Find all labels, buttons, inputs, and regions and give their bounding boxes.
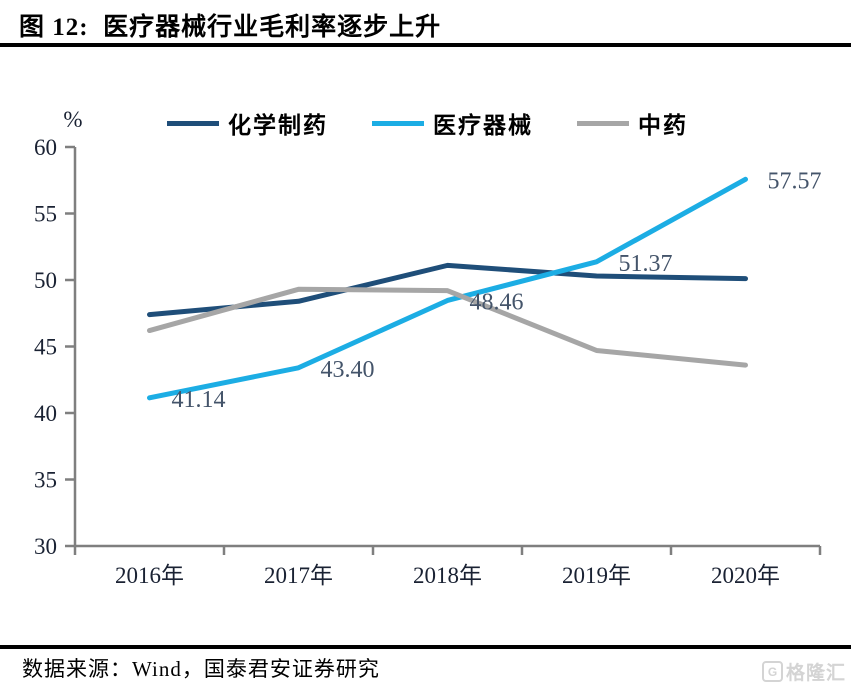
medical-devices-point-label: 48.46 <box>470 289 524 315</box>
medical-devices-line <box>147 176 748 401</box>
footer-divider <box>0 645 851 649</box>
x-tick-label: 2018年 <box>413 563 482 588</box>
tcm-line <box>147 286 748 368</box>
legend-item-chemical-pharma: 化学制药 <box>167 106 328 140</box>
legend-swatch-tcm <box>577 120 629 126</box>
x-tick-label: 2016年 <box>115 563 184 588</box>
chemical-pharma-line <box>147 262 748 318</box>
x-tick-label: 2020年 <box>711 563 780 588</box>
y-tick-label: 50 <box>34 268 57 293</box>
y-tick-label: 30 <box>34 534 57 559</box>
data-source-text: 数据来源：Wind，国泰君安证券研究 <box>22 657 380 681</box>
legend-label-medical-devices: 医疗器械 <box>433 113 533 138</box>
chart-legend: 化学制药 医疗器械 中药 <box>167 106 688 140</box>
y-tick-label: 55 <box>34 202 57 227</box>
watermark-logo: G 格隆汇 <box>761 658 846 685</box>
legend-label-chemical-pharma: 化学制药 <box>228 113 328 138</box>
x-tick-label: 2017年 <box>264 563 333 588</box>
y-tick-label: 35 <box>34 468 57 493</box>
y-axis-unit-label: % <box>63 107 82 132</box>
figure-title: 图 12: 医疗器械行业毛利率逐步上升 <box>19 14 442 41</box>
medical-devices-point-label: 43.40 <box>321 357 375 383</box>
y-tick-label: 60 <box>34 135 57 160</box>
legend-swatch-chemical-pharma <box>167 120 219 126</box>
legend-swatch-medical-devices <box>372 120 424 126</box>
medical-devices-point-label: 51.37 <box>619 251 673 277</box>
medical-devices-point-label: 41.14 <box>172 387 226 413</box>
legend-item-medical-devices: 医疗器械 <box>372 106 533 140</box>
y-tick-label: 45 <box>34 335 57 360</box>
legend-label-tcm: 中药 <box>638 113 688 138</box>
x-tick-label: 2019年 <box>562 563 631 588</box>
watermark-label: 格隆汇 <box>785 663 846 684</box>
y-tick-label: 40 <box>34 401 57 426</box>
medical-devices-point-label: 57.57 <box>768 168 822 194</box>
gelonghui-g-icon: G <box>761 661 783 682</box>
title-divider <box>0 43 851 47</box>
legend-item-tcm: 中药 <box>577 106 688 140</box>
